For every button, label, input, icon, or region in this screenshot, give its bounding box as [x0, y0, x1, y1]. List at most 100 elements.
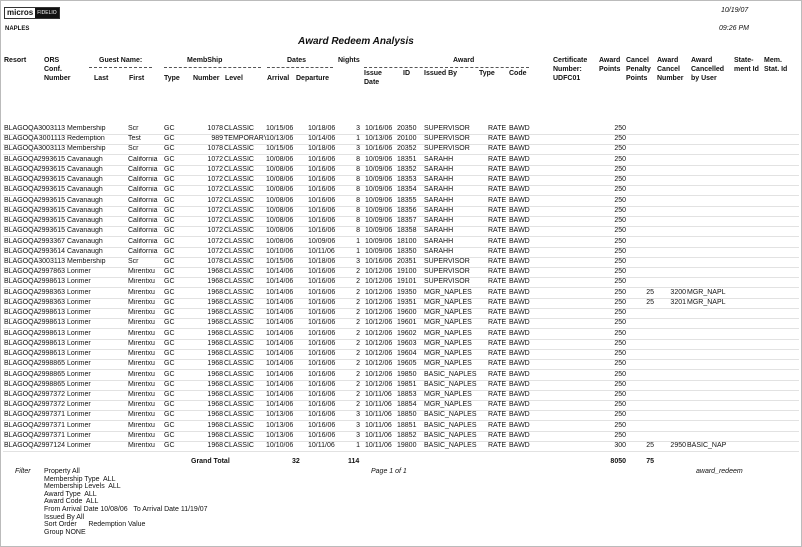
- table-cell: CLASSIC: [224, 411, 254, 419]
- table-cell: 10/10/06: [266, 247, 294, 255]
- table-cell: MGR_NAPL: [687, 288, 726, 296]
- table-cell: 10/14/06: [266, 380, 294, 388]
- table-cell: 1072: [207, 247, 223, 255]
- group-header: Dates: [287, 57, 307, 64]
- table-cell: GC: [164, 186, 175, 194]
- table-cell: 10/08/06: [266, 227, 294, 235]
- column-header: Nights: [338, 57, 360, 64]
- table-cell: 250: [614, 135, 626, 143]
- table-cell: RATE: [488, 401, 507, 409]
- filter-line: Sort Order Redemption Value: [44, 521, 146, 529]
- table-cell: GC: [164, 268, 175, 276]
- column-header: Arrival: [267, 75, 290, 82]
- row-divider: [3, 348, 799, 350]
- table-cell: MGR_NAPLES: [424, 309, 472, 317]
- table-cell: 1072: [207, 237, 223, 245]
- table-cell: 10/12/06: [365, 278, 393, 286]
- table-cell: 250: [614, 206, 626, 214]
- table-cell: 10/10/06: [266, 442, 294, 450]
- table-cell: BLAGOQA: [4, 390, 39, 398]
- table-cell: RATE: [488, 196, 507, 204]
- table-cell: BAWD: [509, 227, 530, 235]
- table-cell: 10/11/06: [365, 421, 392, 429]
- table-cell: 10/08/06: [266, 196, 294, 204]
- row-divider: [3, 256, 799, 258]
- table-cell: 3003113: [38, 257, 65, 265]
- table-cell: California: [128, 196, 158, 204]
- table-cell: GC: [164, 155, 175, 163]
- table-cell: 1078: [207, 145, 223, 153]
- table-cell: California: [128, 247, 158, 255]
- table-cell: 250: [614, 339, 626, 347]
- table-cell: GC: [164, 298, 175, 306]
- table-cell: 10/16/06: [308, 319, 336, 327]
- table-cell: SUPERVISOR: [424, 278, 470, 286]
- column-header: Level: [225, 75, 243, 82]
- table-cell: CLASSIC: [224, 176, 254, 184]
- table-cell: Lorimer: [67, 350, 91, 358]
- table-cell: 2997124: [37, 442, 65, 450]
- table-cell: 10/16/06: [308, 411, 336, 419]
- table-cell: 250: [614, 380, 626, 388]
- table-cell: Cavanaugh: [67, 206, 103, 214]
- table-cell: 20350: [397, 125, 417, 132]
- table-cell: GC: [164, 135, 175, 143]
- table-cell: Mirentxu: [128, 319, 155, 327]
- table-cell: Membership: [67, 257, 106, 265]
- table-cell: BAWD: [509, 125, 530, 132]
- table-cell: Lorimer: [67, 411, 91, 419]
- table-cell: GC: [164, 380, 175, 388]
- table-cell: 10/15/06: [266, 257, 294, 265]
- table-cell: Lorimer: [67, 309, 91, 317]
- column-header: State- ment Id: [734, 57, 759, 73]
- table-cell: 10/16/06: [308, 350, 336, 358]
- row-divider: [3, 440, 799, 442]
- table-cell: 10/14/06: [266, 339, 294, 347]
- table-cell: 1968: [207, 350, 223, 358]
- table-cell: Mirentxu: [128, 339, 155, 347]
- table-cell: 10/11/06: [308, 247, 335, 255]
- table-cell: 1968: [207, 421, 223, 429]
- table-cell: 1072: [207, 155, 223, 163]
- table-cell: CLASSIC: [224, 125, 254, 132]
- table-cell: BLAGOQA: [4, 257, 39, 265]
- table-cell: 18354: [397, 186, 417, 194]
- table-cell: 10/08/06: [266, 206, 294, 214]
- table-cell: SUPERVISOR: [424, 125, 470, 132]
- table-cell: CLASSIC: [224, 217, 254, 225]
- table-cell: 2998865: [37, 360, 65, 368]
- logo-brand: micros: [7, 8, 34, 17]
- table-cell: 10/12/06: [365, 288, 393, 296]
- table-cell: RATE: [488, 268, 507, 276]
- table-cell: BLAGOQA: [4, 309, 39, 317]
- table-cell: 10/16/06: [308, 206, 336, 214]
- table-cell: 18352: [397, 165, 417, 173]
- table-cell: 10/16/06: [308, 298, 336, 306]
- table-cell: 10/12/06: [365, 309, 393, 317]
- table-cell: 1072: [207, 165, 223, 173]
- table-cell: 18356: [397, 206, 417, 214]
- table-cell: 10/15/06: [266, 145, 294, 153]
- table-cell: 10/16/06: [365, 125, 393, 132]
- table-cell: 10/18/06: [308, 257, 336, 265]
- table-cell: Lorimer: [67, 339, 91, 347]
- table-cell: Scr: [128, 257, 139, 265]
- table-cell: 250: [614, 360, 626, 368]
- row-divider: [3, 246, 799, 248]
- table-cell: 1072: [207, 196, 223, 204]
- table-cell: Mirentxu: [128, 360, 155, 368]
- table-cell: 250: [614, 176, 626, 184]
- table-cell: BAWD: [509, 360, 530, 368]
- table-cell: CLASSIC: [224, 278, 254, 286]
- table-cell: BLAGOQA: [4, 360, 39, 368]
- column-header: First: [129, 75, 145, 82]
- table-cell: GC: [164, 401, 175, 409]
- column-header: Number: [193, 75, 220, 82]
- table-cell: Membership: [67, 145, 106, 153]
- table-cell: BAWD: [509, 411, 530, 419]
- table-cell: 250: [614, 390, 626, 398]
- column-header: ORS Conf. Number: [44, 57, 71, 82]
- table-cell: RATE: [488, 237, 507, 245]
- table-cell: 10/08/06: [266, 165, 294, 173]
- table-cell: 8: [356, 206, 360, 214]
